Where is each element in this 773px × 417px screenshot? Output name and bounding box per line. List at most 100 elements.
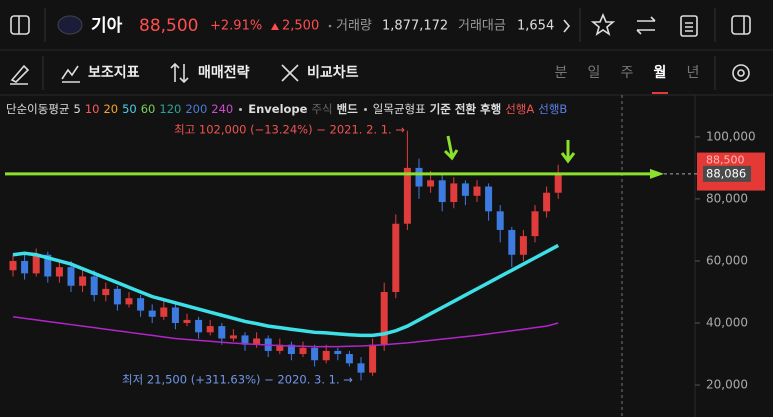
change: 2,500 (282, 19, 319, 34)
legend-item: 선행A (505, 102, 535, 116)
stock-name: 기아 (91, 16, 123, 36)
candle-body (160, 307, 168, 317)
panel-icon[interactable] (731, 15, 751, 35)
candle-body (508, 229, 516, 255)
candle-body (32, 254, 40, 274)
candle-body (496, 211, 504, 230)
candle-body (44, 254, 52, 277)
y-tick-label: 80,000 (706, 191, 748, 205)
settings-icon[interactable] (732, 64, 750, 82)
legend-item: Envelope (248, 102, 308, 116)
period-tab[interactable]: 년 (687, 65, 700, 81)
candle-body (554, 172, 562, 193)
turnover: 1,654 (517, 19, 554, 34)
price-tag (703, 165, 751, 182)
turnover-label: 거래대금 (458, 19, 506, 34)
candle-body (113, 288, 121, 305)
candle-body (334, 350, 342, 355)
moving-average (12, 243, 560, 338)
compare-button[interactable]: 비교차트 (307, 65, 359, 81)
legend-item: 후행 (480, 102, 502, 116)
guide-arrowhead (650, 168, 664, 179)
candle-body (392, 223, 400, 292)
separator-dot (328, 24, 332, 28)
period-tab[interactable]: 주 (621, 65, 634, 81)
candle-body (345, 354, 353, 364)
legend-item: 전환 (454, 102, 477, 116)
candle-body (322, 350, 330, 361)
legend-item: 60 (140, 102, 156, 116)
candle-body (55, 267, 63, 277)
candle-body (206, 326, 214, 333)
draw-icon[interactable] (10, 64, 30, 85)
candle-body (311, 347, 319, 361)
indicator-icon (61, 65, 80, 83)
candle-body (299, 347, 307, 355)
candle-body (380, 291, 388, 345)
legend-item: 단순이동평균 (6, 102, 70, 116)
candle-body (485, 186, 493, 212)
legend-item: 10 (84, 102, 100, 116)
candle-body (473, 186, 481, 196)
y-tick-label: 100,000 (706, 129, 756, 143)
candle-body (148, 310, 156, 317)
candle-body (287, 344, 295, 355)
pointer-arrow (560, 140, 576, 164)
moving-average (12, 316, 559, 348)
high-annotation: 최고 102,000 (−13.24%) − 2021. 2. 1. → (174, 123, 405, 137)
up-arrow (271, 23, 279, 30)
y-tick-label: 20,000 (706, 378, 748, 392)
candle-body (403, 167, 411, 224)
candle-body (241, 335, 249, 345)
volume-label: 거래량 (336, 19, 372, 34)
change-pct: +2.91% (210, 19, 262, 34)
strategy-button[interactable]: 매매전략 (198, 64, 250, 81)
candle-body (357, 363, 365, 373)
pointer-arrow (443, 135, 459, 161)
candle-body (461, 183, 469, 196)
candle-body (427, 180, 435, 187)
candle-body (229, 335, 237, 339)
candle-body (531, 211, 539, 237)
compare-icon (281, 64, 299, 82)
legend-separator (239, 107, 243, 111)
candle-body (276, 344, 284, 351)
legend-item: 120 (159, 102, 182, 116)
candle-body (125, 298, 133, 305)
switch-icon[interactable] (636, 16, 656, 35)
strategy-icon (170, 62, 189, 84)
period-tab[interactable]: 월 (654, 64, 667, 81)
indicator-legend: 단순이동평균 5 10 20 50 60 120 200 240 Envelope 주식 밴드 일목균형… (6, 101, 567, 117)
candle-body (253, 338, 261, 345)
candle-body (79, 276, 87, 286)
price: 88,500 (139, 16, 198, 36)
legend-item: 주식 (311, 102, 333, 116)
legend-item: 20 (103, 102, 119, 116)
legend-item: 200 (185, 102, 208, 116)
period-tab[interactable]: 일 (588, 65, 601, 81)
candle-body (438, 180, 446, 203)
more-arrow[interactable] (563, 19, 571, 33)
candle-body (415, 167, 423, 187)
candle-body (519, 236, 527, 255)
candle-body (183, 319, 191, 324)
period-tab[interactable]: 분 (555, 65, 568, 81)
y-tick-label: 40,000 (706, 316, 748, 330)
legend-item: 240 (211, 102, 234, 116)
candle-body (137, 298, 145, 311)
candle-body (9, 260, 17, 271)
memo-icon[interactable] (680, 15, 698, 37)
candle-body (67, 267, 75, 286)
candle-body (102, 288, 110, 296)
indicators-button[interactable]: 보조지표 (88, 65, 140, 81)
sidebar-icon[interactable] (10, 15, 30, 35)
candle-body (369, 344, 377, 373)
legend-item: 일목균형표 (372, 102, 426, 116)
y-tick-label: 60,000 (706, 253, 748, 267)
favorite-icon[interactable] (590, 12, 616, 36)
price-tag-label: 88,500 (706, 154, 745, 167)
low-annotation: 최저 21,500 (+311.63%) − 2020. 3. 1. → (122, 373, 353, 387)
